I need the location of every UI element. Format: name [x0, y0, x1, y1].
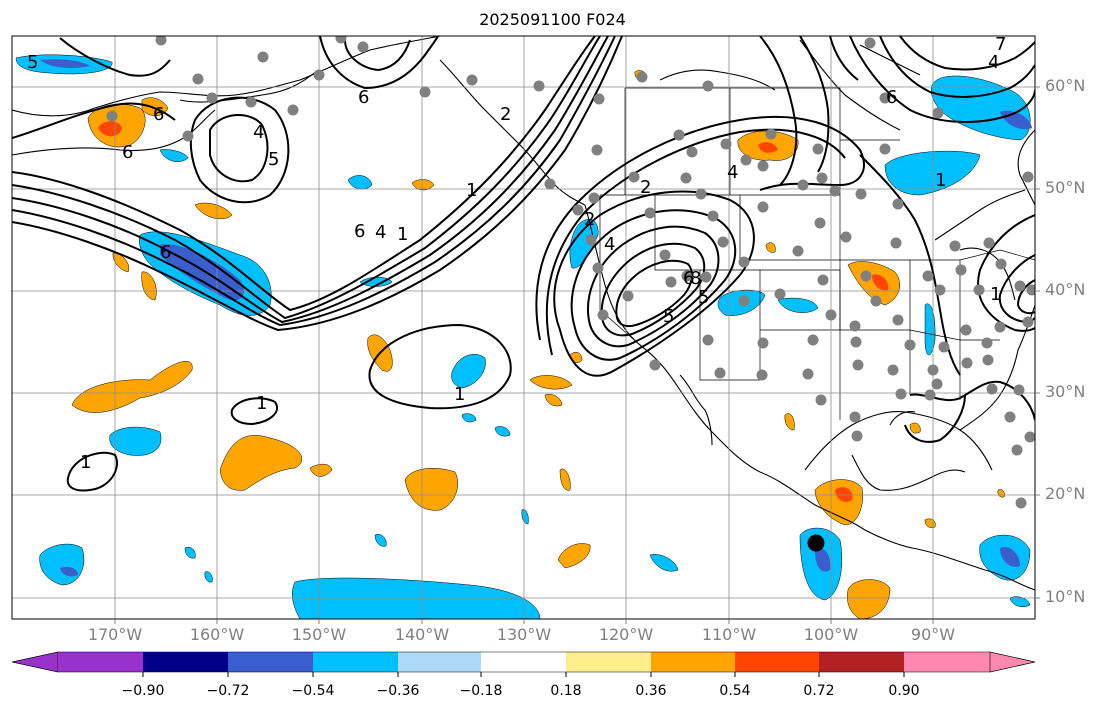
contour-label: 1: [935, 170, 946, 191]
contour-label: 6: [683, 268, 694, 289]
contour-label: 4: [375, 222, 386, 243]
colorbar: [11, 651, 1036, 677]
contour-label: 1: [256, 393, 267, 414]
lon-label-120w: 120°W: [598, 625, 654, 644]
colorbar-segment: [735, 652, 819, 672]
contour-label: 1: [454, 384, 465, 405]
map-title: 2025091100 F024: [479, 10, 626, 29]
colorbar-segment: [651, 652, 735, 672]
contour-label: 5: [268, 149, 279, 170]
contour-label: 8: [690, 268, 701, 289]
contour-label: 6: [122, 142, 133, 163]
contour-label: 4: [988, 52, 999, 73]
colorbar-tick-label: −0.18: [459, 683, 503, 699]
colorbar-segment: [904, 652, 990, 672]
contour-label: 1: [466, 180, 477, 201]
colorbar-segment: [313, 652, 398, 672]
contour-label: 2: [584, 209, 595, 230]
colorbar-segment: [819, 652, 904, 672]
contour-label: 2: [500, 104, 511, 125]
lon-label-100w: 100°W: [803, 625, 859, 644]
colorbar-segment: [989, 651, 1036, 673]
colorbar-tick-label: −0.90: [121, 683, 165, 699]
colorbar-tick-label: −0.72: [206, 683, 250, 699]
contour-label: 1: [397, 224, 408, 245]
colorbar-segment: [11, 651, 59, 673]
lon-label-160w: 160°W: [189, 625, 245, 644]
colorbar-tick-label: −0.54: [291, 683, 335, 699]
contour-label: 4: [604, 234, 615, 255]
contour-label: 5: [698, 287, 709, 308]
contour-label: 4: [727, 162, 738, 183]
contour-label: 6: [354, 221, 365, 242]
colorbar-tick-label: 0.18: [550, 683, 582, 699]
contour-label: 6: [160, 242, 171, 263]
lat-label-60n: 60°N: [1045, 76, 1086, 95]
contour-label: 1: [990, 284, 1001, 305]
contour-label: 6: [886, 87, 897, 108]
contour-label: 1: [80, 452, 91, 473]
lon-label-130w: 130°W: [496, 625, 552, 644]
lon-label-90w: 90°W: [910, 625, 956, 644]
contour-label: 2: [640, 177, 651, 198]
contour-label: 4: [253, 122, 264, 143]
colorbar-tick-label: 0.36: [635, 683, 667, 699]
colorbar-outline: [11, 651, 1036, 673]
station-dots: [106, 36, 1035, 509]
contour-label: 6: [153, 104, 164, 125]
contour-label-group: 5 6 6 6 5 4 1 2 2 4 6 4 1 1 1 1 2 4 6 8 …: [27, 34, 1006, 473]
lat-label-40n: 40°N: [1045, 280, 1086, 299]
lat-label-10n: 10°N: [1045, 587, 1086, 606]
map-background: [12, 36, 1035, 619]
colorbar-tick-label: 0.72: [803, 683, 835, 699]
lon-label-110w: 110°W: [701, 625, 757, 644]
contour-label: 5: [27, 52, 38, 73]
lon-label-150w: 150°W: [291, 625, 347, 644]
colorbar-segment: [143, 652, 228, 672]
lon-label-170w: 170°W: [87, 625, 143, 644]
colorbar-segment: [481, 652, 566, 672]
colorbar-segment: [58, 652, 143, 672]
contour-label: 6: [358, 87, 369, 108]
marker-dot: [807, 534, 825, 552]
lat-label-50n: 50°N: [1045, 178, 1086, 197]
colorbar-tick-label: 0.54: [719, 683, 751, 699]
contour-label: 5: [663, 306, 674, 327]
colorbar-segment: [228, 652, 313, 672]
lat-lon-grid: [12, 36, 1035, 619]
colorbar-tick-label: 0.90: [888, 683, 920, 699]
negative-shading: [15, 54, 1032, 619]
lat-label-20n: 20°N: [1045, 484, 1086, 503]
contour-label: 7: [995, 34, 1006, 55]
lon-label-140w: 140°W: [394, 625, 450, 644]
colorbar-tick-label: −0.36: [376, 683, 420, 699]
colorbar-segment: [566, 652, 651, 672]
colorbar-segment: [398, 652, 481, 672]
axis-ticks: [114, 86, 1040, 624]
coastlines: [12, 36, 1035, 591]
lat-label-30n: 30°N: [1045, 382, 1086, 401]
positive-shading: [71, 70, 1005, 619]
